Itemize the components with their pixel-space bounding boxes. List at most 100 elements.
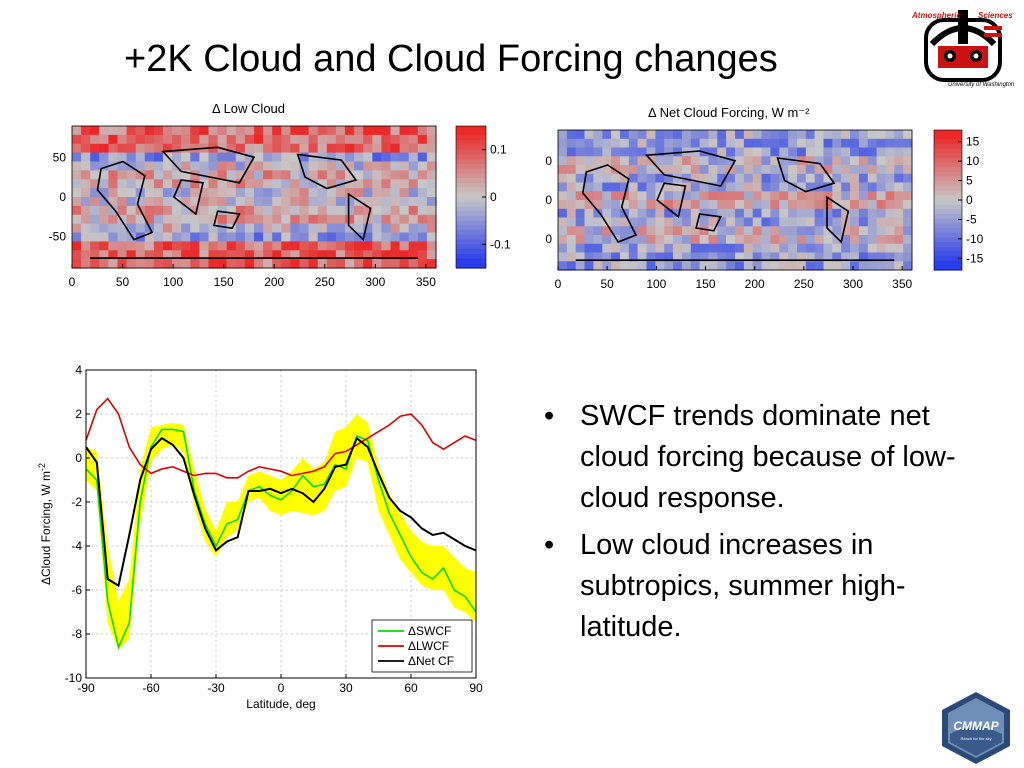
heatmap-cell [381, 205, 392, 216]
heatmap-cell [354, 134, 364, 145]
colorbar-segment [456, 187, 486, 193]
heatmap-cell [345, 161, 355, 171]
heatmap-cell [558, 235, 568, 245]
heatmap-cell [126, 223, 137, 234]
colorbar-tick-label: 15 [966, 135, 980, 149]
heatmap-cell [363, 170, 373, 180]
x-tick-label: 150 [695, 277, 715, 291]
cmmap-logo: CMMAP Reach for the sky [942, 692, 1010, 764]
heatmap-cell [779, 156, 789, 166]
heatmap-cell [381, 152, 392, 163]
map-frame [557, 129, 913, 271]
heatmap-cell [841, 156, 851, 166]
heatmap-cell [126, 179, 137, 189]
heatmap-cell [244, 134, 255, 145]
heatmap-cell [690, 165, 701, 175]
colorbar-segment [934, 214, 962, 220]
heatmap-cell [354, 179, 364, 189]
heatmap-cell [226, 205, 237, 216]
heatmap-cell [743, 165, 754, 175]
heatmap-cell [566, 156, 577, 166]
heatmap-cell [299, 223, 310, 234]
heatmap-cell [690, 261, 701, 271]
heatmap-cell [354, 241, 364, 251]
colorbar-segment [934, 153, 962, 159]
heatmap-cell [226, 197, 237, 207]
heatmap-cell [602, 156, 612, 166]
heatmap-cell [408, 197, 419, 207]
heatmap-cell [876, 147, 886, 157]
heatmap-cell [235, 179, 246, 189]
heatmap-cell [235, 188, 246, 198]
heatmap-cell [335, 143, 346, 154]
colorbar-segment [934, 172, 962, 178]
heatmap-cell [823, 200, 833, 210]
heatmap-cell [272, 188, 282, 198]
colorbar-segment [456, 126, 486, 132]
heatmap-cell [628, 173, 639, 184]
heatmap-cell [761, 261, 771, 271]
heatmap-cell [217, 241, 228, 251]
heatmap-cell [726, 235, 736, 245]
heatmap-cell [664, 138, 674, 149]
heatmap-cell [408, 143, 419, 154]
heatmap-cell [199, 232, 210, 242]
heatmap-cell [628, 156, 639, 166]
heatmap-cell [637, 173, 647, 184]
heatmap-cell [163, 250, 173, 260]
heatmap-cell [235, 143, 246, 154]
heatmap-cell [637, 200, 647, 210]
heatmap-cell [726, 156, 736, 166]
heatmap-cell [575, 130, 586, 140]
heatmap-cell [372, 232, 382, 242]
heatmap-cell [752, 226, 763, 236]
heatmap-cell [717, 147, 727, 157]
heatmap-cell [281, 241, 291, 251]
heatmap-cell [99, 259, 109, 269]
heatmap-cell [752, 243, 763, 254]
heatmap-cell [655, 191, 665, 201]
heatmap-cell [90, 241, 100, 251]
heatmap-cell [399, 188, 410, 198]
heatmap-cell [584, 173, 594, 184]
heatmap-cell [254, 250, 264, 260]
heatmap-cell [726, 200, 736, 210]
heatmap-cell [620, 147, 630, 157]
heatmap-cell [281, 214, 291, 225]
heatmap-cell [850, 261, 860, 271]
heatmap-cell [593, 235, 603, 245]
heatmap-cell [408, 152, 419, 163]
heatmap-cell [363, 197, 373, 207]
heatmap-cell [858, 165, 869, 175]
heatmap-cell [858, 235, 869, 245]
heatmap-cell [244, 223, 255, 234]
heatmap-cell [108, 232, 119, 242]
heatmap-cell [390, 197, 401, 207]
heatmap-cell [735, 226, 745, 236]
heatmap-cell [903, 235, 913, 245]
heatmap-cell [690, 226, 701, 236]
heatmap-cell [235, 197, 246, 207]
heatmap-cell [290, 241, 301, 251]
heatmap-cell [299, 214, 310, 225]
heatmap-cell [858, 261, 869, 271]
heatmap-cell [584, 226, 594, 236]
heatmap-cell [408, 205, 419, 216]
heatmap-cells [558, 130, 913, 271]
heatmap-cell [761, 252, 771, 262]
heatmap-cell [628, 252, 639, 262]
heatmap-cell [867, 182, 878, 192]
heatmap-cell [602, 182, 612, 192]
heatmap-cell [299, 152, 310, 163]
heatmap-cell [620, 182, 630, 192]
heatmap-cell [335, 250, 346, 260]
heatmap-cell [664, 226, 674, 236]
heatmap-cell [593, 130, 603, 140]
heatmap-cell [372, 259, 382, 269]
heatmap-cell [426, 126, 437, 136]
heatmap-cell [664, 173, 674, 184]
heatmap-cell [326, 179, 337, 189]
heatmap-cell [153, 179, 164, 189]
heatmap-cell [181, 250, 191, 260]
heatmap-cell [390, 214, 401, 225]
